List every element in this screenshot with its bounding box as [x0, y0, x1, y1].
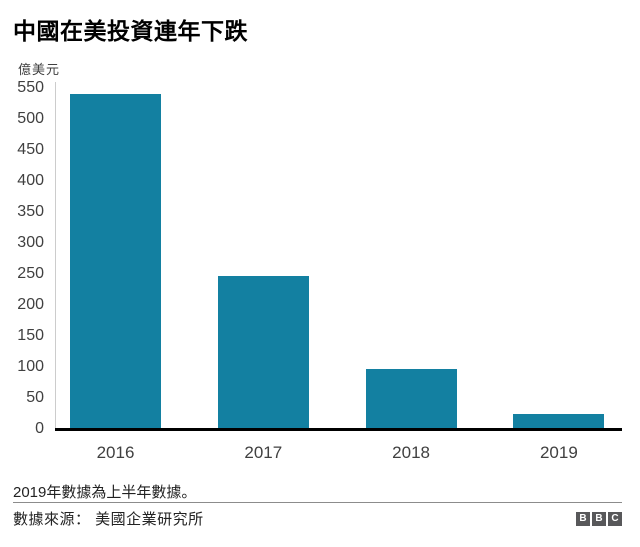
bar-2017 [217, 275, 309, 429]
x-label-2016: 2016 [96, 443, 135, 462]
chart-title: 中國在美投資連年下跌 [13, 18, 248, 44]
y-tick-label-50: 50 [26, 389, 44, 406]
x-label-2018: 2018 [392, 443, 430, 462]
y-tick-label-500: 500 [17, 110, 44, 127]
source-text: 數據來源： 美國企業研究所 [13, 511, 204, 528]
y-tick-label-150: 150 [17, 327, 44, 344]
y-tick-label-0: 0 [35, 420, 44, 437]
bbc-logo: B B C [576, 512, 622, 526]
y-tick-label-250: 250 [17, 265, 44, 282]
bbc-logo-letter: C [608, 512, 622, 526]
y-tick-label-300: 300 [17, 234, 44, 251]
y-tick-label-400: 400 [17, 172, 44, 189]
bar-2019 [513, 413, 605, 429]
y-tick-label-450: 450 [17, 141, 44, 158]
bbc-logo-letter: B [592, 512, 606, 526]
y-tick-label-200: 200 [17, 296, 44, 313]
bar-2018 [365, 368, 457, 429]
x-label-2017: 2017 [244, 443, 283, 462]
x-label-2019: 2019 [539, 443, 578, 462]
y-axis-unit-label: 億美元 [18, 62, 61, 77]
bar-2016 [70, 94, 161, 429]
y-axis-line [55, 82, 56, 430]
source-divider [13, 502, 622, 503]
x-axis-line [55, 428, 622, 431]
y-tick-label-100: 100 [17, 358, 44, 375]
y-tick-label-350: 350 [17, 203, 44, 220]
bbc-logo-letter: B [576, 512, 590, 526]
footnote: 2019年數據為上半年數據。 [13, 484, 197, 501]
y-tick-label-550: 550 [17, 79, 44, 96]
